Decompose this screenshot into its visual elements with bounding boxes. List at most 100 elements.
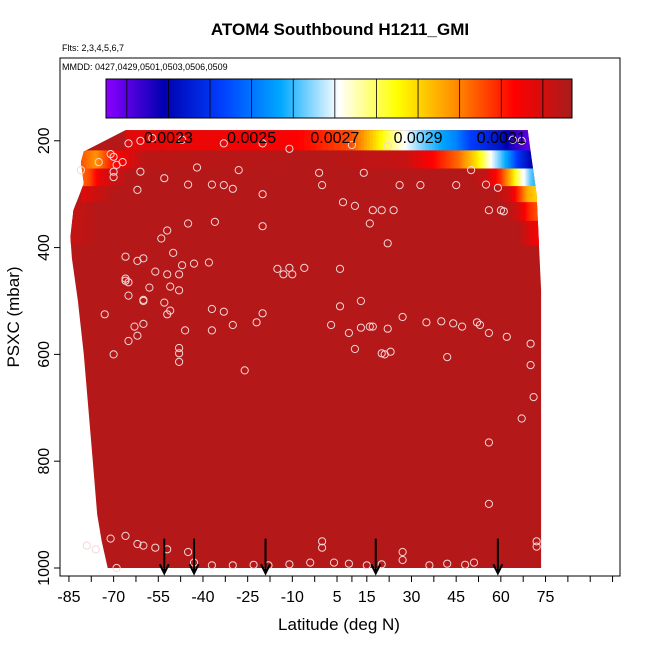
heatmap-cell <box>533 186 536 203</box>
heatmap-cell <box>405 130 408 151</box>
heatmap-cell <box>508 186 511 203</box>
heatmap-cell <box>299 168 335 187</box>
heatmap-cell <box>85 150 88 169</box>
heatmap-cell <box>435 150 439 169</box>
heatmap-cell <box>516 202 519 222</box>
heatmap-cell <box>417 130 420 151</box>
x-tick-label: 30 <box>403 589 421 606</box>
heatmap-cell <box>80 202 84 222</box>
heatmap-cell <box>360 130 365 151</box>
heatmap-cell <box>87 186 92 203</box>
heatmap-cell <box>454 150 458 169</box>
heatmap-cell <box>426 150 430 169</box>
heatmap-cell <box>250 150 270 169</box>
heatmap-cell <box>83 220 88 246</box>
heatmap-cell <box>533 168 542 187</box>
heatmap-cell <box>292 130 299 151</box>
sample-point <box>148 134 157 143</box>
sample-point <box>133 539 142 549</box>
sample-point <box>318 181 327 190</box>
heatmap-cell <box>82 168 85 187</box>
heatmap-cell <box>472 168 475 187</box>
heatmap-cell <box>179 130 188 151</box>
heatmap-cell <box>80 186 85 203</box>
flight-arrows <box>158 538 504 576</box>
heatmap-cell <box>229 130 240 151</box>
heatmap-cell <box>162 168 198 187</box>
sample-point <box>467 166 476 175</box>
heatmap-cell <box>511 130 514 151</box>
heatmap-cell <box>396 130 399 151</box>
heatmap-cell <box>195 130 204 151</box>
heatmap-cell <box>338 150 348 169</box>
sample-point <box>279 270 288 279</box>
heatmap-cell <box>529 150 532 169</box>
heatmap-cell <box>424 130 427 151</box>
heatmap-cell <box>103 186 108 203</box>
heatmap-cell <box>532 202 534 222</box>
heatmap-cell <box>494 186 497 203</box>
heatmap-cell <box>100 168 103 187</box>
heatmap-cell <box>487 168 490 187</box>
heatmap-cell <box>420 150 424 169</box>
heatmap-cell <box>529 168 532 187</box>
sample-point <box>377 206 386 215</box>
heatmap-cell <box>519 202 522 222</box>
sample-point <box>82 541 91 550</box>
heatmap-cell <box>91 168 93 187</box>
sample-point <box>139 296 148 306</box>
heatmap-cell <box>99 168 102 187</box>
heatmap-cell <box>478 168 481 187</box>
heatmap-cell <box>488 130 493 151</box>
heatmap-cell <box>369 130 374 151</box>
heatmap-cell <box>491 150 494 169</box>
sample-point <box>258 190 267 199</box>
heatmap-cell <box>513 168 515 187</box>
heatmap-cell <box>95 220 100 246</box>
heatmap-cell <box>525 186 527 203</box>
heatmap-cell <box>392 220 436 246</box>
colorbar-tick-label: 0.0025 <box>227 130 276 147</box>
heatmap-cell <box>514 168 516 187</box>
heatmap-cell <box>466 202 508 222</box>
heatmap-cell <box>525 150 528 169</box>
heatmap-cell <box>480 130 484 151</box>
heatmap-cell <box>502 186 505 203</box>
heatmap-cell <box>97 150 100 169</box>
heatmap-cell <box>231 168 267 187</box>
heatmap-cell <box>322 150 331 169</box>
heatmap-cell <box>164 130 173 151</box>
heatmap-cell <box>528 186 531 203</box>
heatmap-cell <box>533 202 535 222</box>
chart-title: ATOM4 Southbound H1211_GMI <box>211 20 469 39</box>
sample-point <box>109 173 118 182</box>
heatmap-cell <box>357 130 362 151</box>
heatmap-cell <box>514 150 516 169</box>
heatmap-cell <box>536 202 542 222</box>
heatmap-cell <box>511 186 514 203</box>
sample-point <box>184 547 193 557</box>
heatmap-cell <box>522 186 524 203</box>
x-axis: -85 -70 -55 -40 -25 -10 5 15 30 45 60 75 <box>57 576 614 606</box>
heatmap-cell <box>429 150 433 169</box>
sample-point <box>526 339 535 348</box>
flight-arrow <box>260 538 271 576</box>
heatmap-cell <box>125 168 130 187</box>
sample-point <box>258 139 267 148</box>
x-tick-label: 75 <box>537 589 555 606</box>
sample-point <box>151 543 160 552</box>
heatmap-cell <box>93 168 96 187</box>
heatmap-cell <box>499 150 502 169</box>
heatmap-cell <box>520 202 522 222</box>
heatmap-cell <box>504 168 506 187</box>
x-tick-label: -10 <box>281 589 304 606</box>
heatmap-cell <box>518 220 521 246</box>
heatmap-cell <box>518 202 521 222</box>
heatmap-cell <box>401 130 404 151</box>
sample-point <box>481 180 491 189</box>
heatmap-cell <box>452 150 455 169</box>
heatmap-cell <box>91 150 94 169</box>
heatmap-cell <box>503 168 505 187</box>
heatmap-cell <box>496 186 499 203</box>
